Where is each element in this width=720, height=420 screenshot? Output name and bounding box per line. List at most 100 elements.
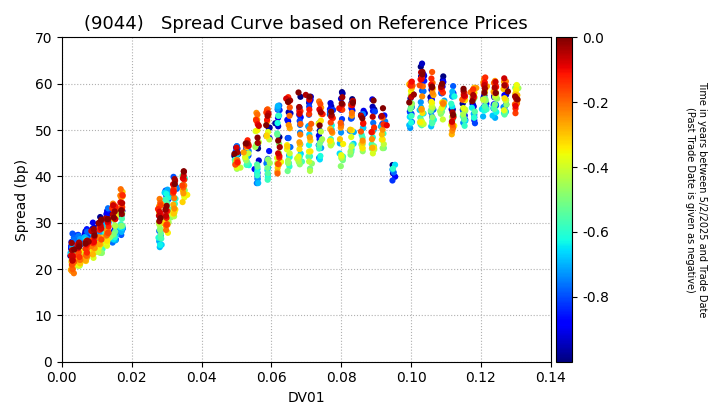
Point [327,115,338,121]
Point [325,103,337,110]
Point [346,107,358,114]
Point [436,89,447,96]
Point [102,239,113,245]
Point [337,90,348,97]
Point [457,106,469,113]
Point [96,227,107,234]
Point [79,247,91,253]
Point [346,149,357,155]
Point [487,112,498,119]
Point [510,101,522,108]
Point [233,151,244,158]
Point [315,101,326,108]
Point [80,258,91,265]
Point [154,226,166,232]
Point [315,104,327,111]
Point [357,145,369,152]
Point [66,245,77,252]
Point [89,224,100,231]
Point [469,111,480,118]
Point [426,83,438,90]
Point [168,176,180,182]
Point [179,176,190,183]
Point [479,107,490,114]
Point [153,234,164,241]
Point [109,234,121,241]
Point [356,111,367,118]
Point [93,234,104,241]
Point [356,141,367,148]
Point [94,244,105,251]
Point [284,154,295,160]
Point [488,105,500,111]
Point [109,216,121,223]
Point [66,248,78,255]
Point [306,160,318,167]
Point [70,232,81,239]
Point [102,237,113,244]
Point [94,241,106,248]
Point [381,122,392,129]
Point [154,244,166,250]
Point [162,229,174,236]
Point [283,109,294,116]
Point [152,206,163,213]
Point [416,93,428,100]
Point [325,136,336,142]
Point [264,148,275,155]
Point [95,225,107,232]
Point [489,105,500,112]
Point [66,243,77,249]
Point [500,97,511,103]
Point [304,93,315,100]
Point [73,239,84,246]
Point [490,78,501,84]
Point [241,143,253,150]
Point [102,231,113,237]
X-axis label: DV01: DV01 [287,391,325,405]
Point [426,81,437,88]
Point [162,186,174,193]
Point [345,148,356,155]
Point [243,142,254,149]
Point [436,105,448,111]
Point [88,231,99,237]
Point [500,97,512,104]
Point [108,215,120,221]
Point [73,257,84,264]
Point [73,241,84,248]
Point [302,123,314,130]
Point [80,252,91,259]
Point [95,222,107,229]
Point [326,122,338,129]
Point [89,232,100,239]
Point [490,114,501,121]
Point [252,163,264,170]
Point [315,118,327,124]
Point [68,270,80,277]
Point [117,200,128,206]
Point [436,90,447,97]
Point [156,235,167,242]
Point [406,100,418,107]
Point [115,223,127,229]
Point [425,108,436,114]
Point [335,120,346,126]
Point [449,122,460,129]
Point [467,104,479,110]
Point [458,114,469,121]
Point [367,113,379,120]
Point [240,142,252,149]
Point [261,167,273,173]
Point [446,93,458,100]
Point [500,82,511,89]
Point [377,126,388,133]
Point [274,107,285,113]
Point [73,252,85,259]
Point [177,199,189,205]
Point [459,116,471,123]
Point [488,94,500,100]
Point [99,222,111,228]
Point [498,107,510,113]
Point [376,136,387,143]
